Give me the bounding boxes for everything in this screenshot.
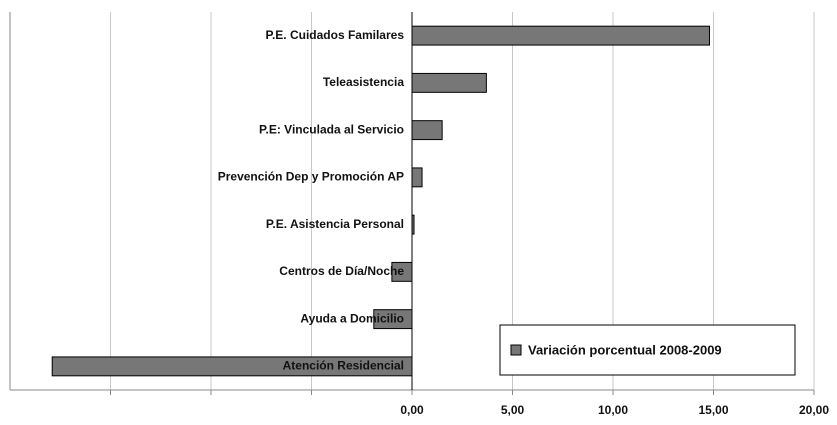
x-tick-label: 10,00 (598, 403, 628, 417)
y-tick-label: Ayuda a Domicilio (300, 311, 404, 325)
bar (411, 167, 423, 188)
bar (411, 120, 443, 141)
bar (411, 25, 710, 46)
legend-box (499, 324, 796, 376)
x-tick-label: 0,00 (400, 403, 424, 417)
bar (411, 72, 487, 93)
y-tick-label: P.E. Asistencia Personal (266, 217, 404, 231)
y-tick-label: Teleasistencia (323, 75, 404, 89)
y-tick-label: Centros de Día/Noche (279, 264, 404, 278)
legend-swatch (510, 344, 522, 356)
x-tick-label: 20,00 (799, 403, 829, 417)
y-tick-label: Prevención Dep y Promoción AP (218, 170, 404, 184)
x-tick-label: 5,00 (501, 403, 525, 417)
x-tick-label: 15,00 (698, 403, 728, 417)
y-tick-label: P.E: Vinculada al Servicio (259, 122, 404, 136)
y-tick-label: P.E. Cuidados Familares (266, 28, 405, 42)
legend-label: Variación porcentual 2008-2009 (528, 342, 722, 357)
y-tick-label: Atención Residencial (283, 359, 404, 373)
